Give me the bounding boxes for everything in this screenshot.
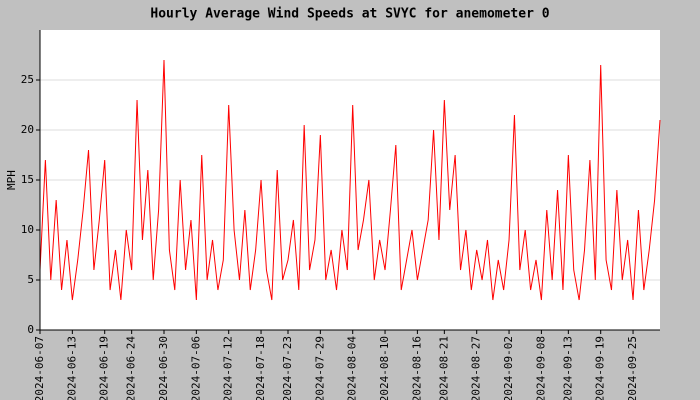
y-axis-label: MPH xyxy=(5,170,18,190)
x-tick-label: 2024-07-29 xyxy=(313,336,326,400)
x-tick-label: 2024-09-25 xyxy=(626,336,639,400)
y-tick-label: 25 xyxy=(21,73,34,86)
x-tick-label: 2024-09-08 xyxy=(534,336,547,400)
x-tick-label: 2024-06-07 xyxy=(33,336,46,400)
x-tick-label: 2024-08-04 xyxy=(346,336,359,400)
chart-title: Hourly Average Wind Speeds at SVYC for a… xyxy=(150,7,549,22)
y-tick-label: 0 xyxy=(27,323,34,336)
x-tick-label: 2024-08-10 xyxy=(378,336,391,400)
x-tick-label: 2024-09-19 xyxy=(594,336,607,400)
x-tick-label: 2024-07-06 xyxy=(189,336,202,400)
x-tick-label: 2024-06-30 xyxy=(157,336,170,400)
x-tick-label: 2024-07-18 xyxy=(254,336,267,400)
x-tick-label: 2024-06-24 xyxy=(125,336,138,400)
y-tick-label: 5 xyxy=(27,273,34,286)
x-tick-label: 2024-08-16 xyxy=(410,336,423,400)
x-tick-label: 2024-06-13 xyxy=(65,336,78,400)
x-tick-label: 2024-07-12 xyxy=(222,336,235,400)
x-tick-label: 2024-09-13 xyxy=(561,336,574,400)
y-tick-label: 10 xyxy=(21,223,34,236)
y-tick-label: 15 xyxy=(21,173,34,186)
data-line xyxy=(39,59,661,301)
x-tick-label: 2024-08-21 xyxy=(437,336,450,400)
x-tick-label: 2024-09-02 xyxy=(502,336,515,400)
y-tick-label: 20 xyxy=(21,123,34,136)
x-tick-label: 2024-06-19 xyxy=(98,336,111,400)
x-tick-label: 2024-08-27 xyxy=(470,336,483,400)
x-tick-label: 2024-07-23 xyxy=(281,336,294,400)
